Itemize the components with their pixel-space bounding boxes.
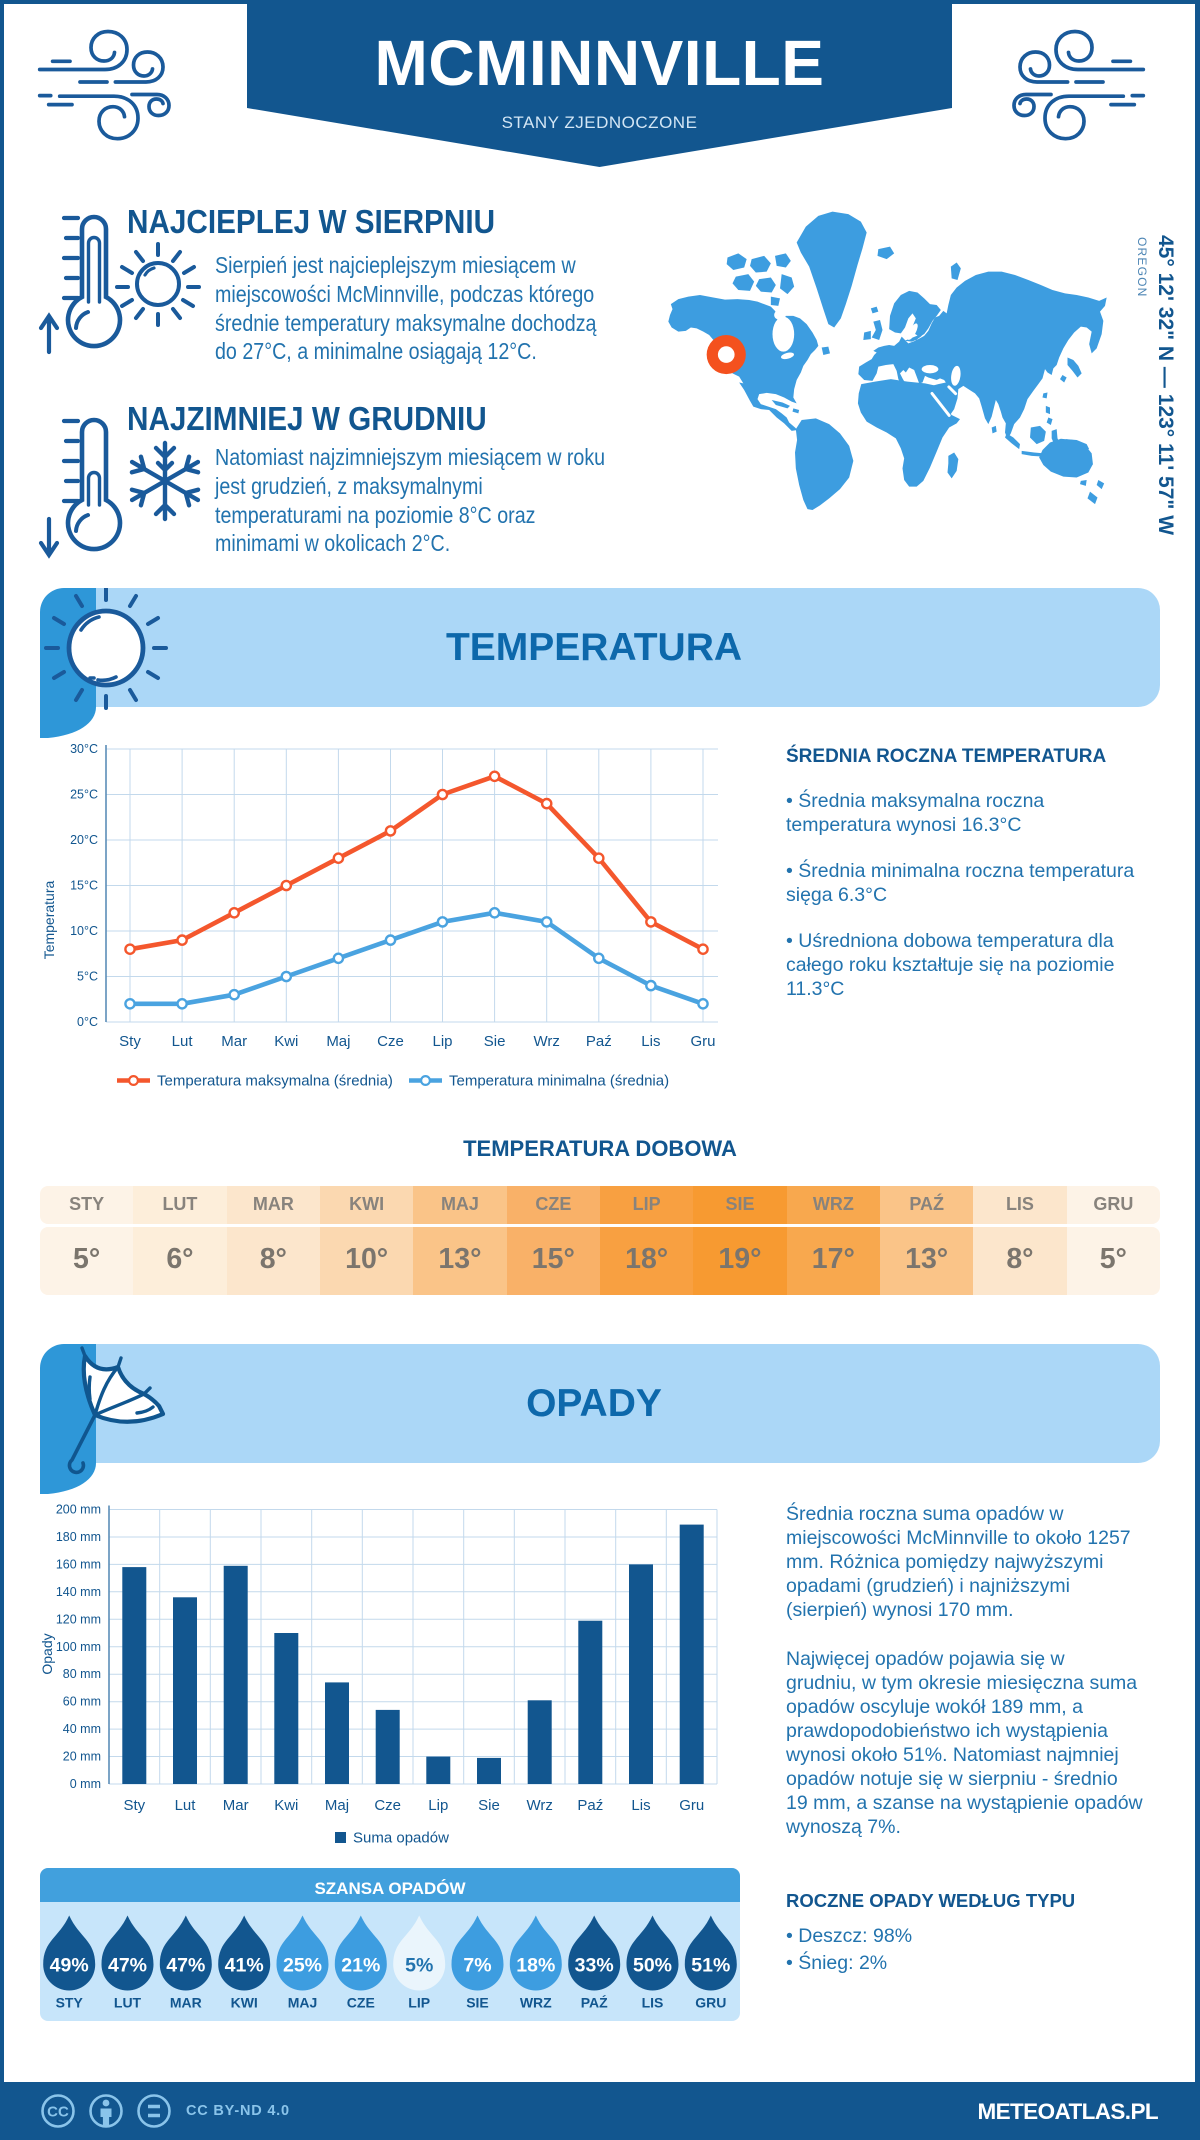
- svg-text:Sty: Sty: [123, 1797, 145, 1814]
- svg-text:200 mm: 200 mm: [56, 1503, 101, 1517]
- svg-text:Mar: Mar: [221, 1033, 247, 1050]
- svg-text:Lip: Lip: [428, 1797, 448, 1814]
- svg-text:Opady: Opady: [40, 1633, 55, 1674]
- svg-text:180 mm: 180 mm: [56, 1530, 101, 1544]
- svg-text:30°C: 30°C: [70, 742, 98, 756]
- svg-text:47%: 47%: [166, 1955, 205, 1977]
- svg-text:Sie: Sie: [478, 1797, 500, 1814]
- svg-text:160 mm: 160 mm: [56, 1557, 101, 1571]
- svg-text:Paź: Paź: [586, 1033, 612, 1050]
- svg-text:41%: 41%: [225, 1955, 264, 1977]
- svg-text:Temperatura maksymalna (średni: Temperatura maksymalna (średnia): [157, 1073, 393, 1090]
- svg-text:SIE: SIE: [466, 1995, 489, 2011]
- svg-text:25°C: 25°C: [70, 788, 98, 802]
- svg-text:LUT: LUT: [114, 1995, 142, 2011]
- svg-text:MAR: MAR: [170, 1995, 202, 2011]
- svg-text:25%: 25%: [283, 1955, 322, 1977]
- svg-text:Wrz: Wrz: [534, 1033, 560, 1050]
- svg-text:7%: 7%: [463, 1955, 491, 1977]
- svg-text:Lut: Lut: [172, 1033, 194, 1050]
- svg-text:Lis: Lis: [631, 1797, 650, 1814]
- svg-text:20°C: 20°C: [70, 833, 98, 847]
- svg-text:5%: 5%: [405, 1955, 433, 1977]
- svg-text:MAJ: MAJ: [288, 1995, 318, 2011]
- svg-text:Paź: Paź: [577, 1797, 603, 1814]
- svg-text:Mar: Mar: [223, 1797, 249, 1814]
- svg-text:0 mm: 0 mm: [70, 1777, 101, 1791]
- svg-text:Lis: Lis: [641, 1033, 660, 1050]
- svg-text:18%: 18%: [516, 1955, 555, 1977]
- svg-text:Temperatura: Temperatura: [41, 880, 57, 959]
- svg-text:Kwi: Kwi: [274, 1033, 298, 1050]
- svg-text:140 mm: 140 mm: [56, 1585, 101, 1599]
- svg-text:STY: STY: [56, 1995, 84, 2011]
- svg-text:Maj: Maj: [325, 1797, 349, 1814]
- svg-text:40 mm: 40 mm: [63, 1722, 101, 1736]
- svg-text:49%: 49%: [50, 1955, 89, 1977]
- svg-text:15°C: 15°C: [70, 879, 98, 893]
- svg-text:PAŹ: PAŹ: [581, 1995, 608, 2011]
- svg-text:Gru: Gru: [690, 1033, 715, 1050]
- svg-text:5°C: 5°C: [77, 970, 98, 984]
- svg-text:Lut: Lut: [175, 1797, 197, 1814]
- svg-text:Sie: Sie: [484, 1033, 506, 1050]
- svg-text:GRU: GRU: [695, 1995, 726, 2011]
- svg-text:Sty: Sty: [119, 1033, 141, 1050]
- svg-text:21%: 21%: [341, 1955, 380, 1977]
- svg-text:50%: 50%: [633, 1955, 672, 1977]
- svg-text:Gru: Gru: [679, 1797, 704, 1814]
- svg-text:120 mm: 120 mm: [56, 1612, 101, 1626]
- svg-text:Temperatura minimalna (średnia: Temperatura minimalna (średnia): [449, 1073, 669, 1090]
- svg-text:47%: 47%: [108, 1955, 147, 1977]
- svg-text:60 mm: 60 mm: [63, 1695, 101, 1709]
- svg-text:Maj: Maj: [326, 1033, 350, 1050]
- svg-text:CZE: CZE: [347, 1995, 375, 2011]
- svg-text:20 mm: 20 mm: [63, 1750, 101, 1764]
- svg-text:LIP: LIP: [408, 1995, 430, 2011]
- svg-text:Suma opadów: Suma opadów: [353, 1830, 449, 1847]
- svg-text:Cze: Cze: [374, 1797, 401, 1814]
- svg-text:0°C: 0°C: [77, 1015, 98, 1029]
- svg-text:WRZ: WRZ: [520, 1995, 552, 2011]
- svg-text:Wrz: Wrz: [527, 1797, 553, 1814]
- svg-text:80 mm: 80 mm: [63, 1667, 101, 1681]
- svg-text:51%: 51%: [691, 1955, 730, 1977]
- svg-text:10°C: 10°C: [70, 924, 98, 938]
- svg-text:33%: 33%: [575, 1955, 614, 1977]
- svg-text:Cze: Cze: [377, 1033, 404, 1050]
- svg-text:KWI: KWI: [231, 1995, 258, 2011]
- svg-text:Kwi: Kwi: [274, 1797, 298, 1814]
- svg-text:100 mm: 100 mm: [56, 1640, 101, 1654]
- svg-text:LIS: LIS: [642, 1995, 664, 2011]
- svg-text:Lip: Lip: [432, 1033, 452, 1050]
- svg-text:CC: CC: [47, 2104, 69, 2121]
